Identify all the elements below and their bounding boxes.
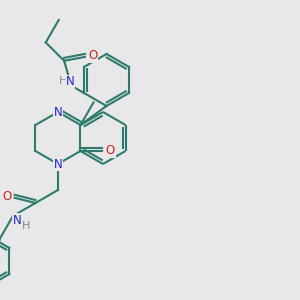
Text: H: H bbox=[59, 76, 68, 86]
Text: O: O bbox=[106, 145, 115, 158]
Text: O: O bbox=[2, 190, 11, 203]
Text: O: O bbox=[88, 50, 98, 62]
Text: N: N bbox=[54, 106, 62, 118]
Text: H: H bbox=[22, 221, 30, 231]
Text: N: N bbox=[66, 75, 75, 88]
Text: N: N bbox=[54, 158, 62, 170]
Text: N: N bbox=[13, 214, 21, 226]
